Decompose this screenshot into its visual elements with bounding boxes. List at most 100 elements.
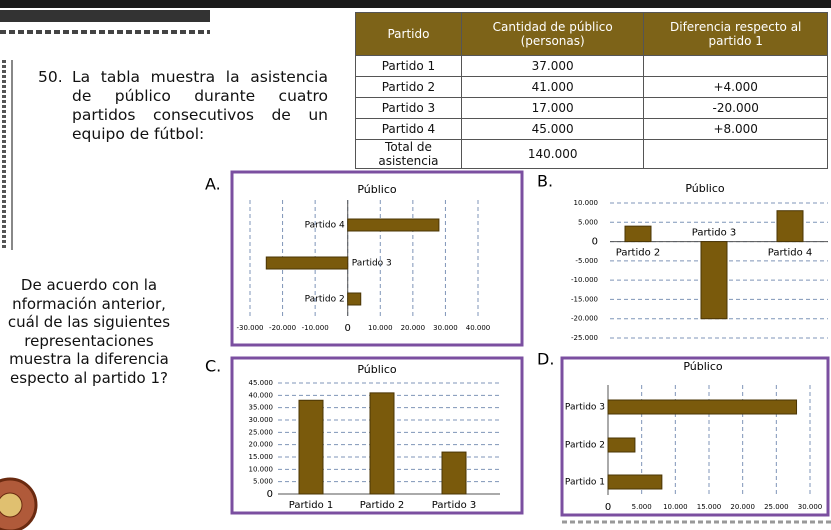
- table-body: Partido 1 37.000 Partido 2 41.000 +4.000 Part…: [355, 55, 828, 169]
- question-line: equipo de fútbol:: [72, 125, 205, 143]
- bar: [624, 225, 652, 243]
- x-tick-label: 25.000: [764, 503, 789, 511]
- table-row: Partido 4 45.000 +8.000: [355, 118, 828, 140]
- table-cell: 17.000: [460, 97, 645, 119]
- x-tick-label: 0: [605, 502, 611, 513]
- table-row: Total de asistencia 140.000: [355, 139, 828, 169]
- prompt-line: De acuerdo con la: [20, 276, 158, 294]
- header-cell: Cantidad de público (personas): [460, 12, 645, 56]
- decor-stripe: [0, 10, 210, 22]
- prompt-line: representaciones: [24, 331, 154, 350]
- top-band: [0, 0, 831, 8]
- chart-frame: [230, 356, 524, 515]
- bar: [700, 241, 728, 320]
- table-cell: Total de asistencia: [355, 139, 462, 169]
- table-row: Partido 1 37.000: [355, 55, 828, 77]
- chart-title: Público: [685, 182, 725, 195]
- table-cell: Partido 4: [355, 118, 462, 140]
- chart-title: Público: [357, 183, 397, 196]
- y-tick-label: 20.000: [249, 441, 274, 449]
- x-tick-label: 5.000: [632, 503, 652, 511]
- table-cell: Partido 1: [355, 55, 462, 77]
- chart-title: Público: [357, 363, 397, 376]
- category-label: Partido 1: [289, 500, 334, 511]
- prompt-line: especto al partido 1?: [10, 368, 168, 387]
- x-tick-label: 15.000: [697, 503, 722, 511]
- bar: [607, 399, 798, 415]
- chart-title: Público: [683, 360, 723, 373]
- category-label: Partido 4: [305, 221, 345, 231]
- prompt: De acuerdo con la nformación anterior, c…: [0, 276, 178, 387]
- y-tick-label: 0: [267, 489, 273, 500]
- y-tick-label: 0: [592, 237, 598, 248]
- category-label: Partido 3: [565, 403, 605, 413]
- header-cell: Partido: [355, 12, 462, 56]
- table-cell: [643, 55, 828, 77]
- table-cell: 41.000: [460, 76, 645, 98]
- table-cell: Partido 2: [355, 76, 462, 98]
- y-tick-label: 10.000: [574, 199, 599, 207]
- table-cell: 45.000: [460, 118, 645, 140]
- option-letter: D.: [537, 350, 554, 369]
- category-label: Partido 2: [616, 248, 661, 259]
- bar: [441, 451, 467, 495]
- header-cell: Diferencia respecto al partido 1: [643, 12, 828, 56]
- category-label: Partido 2: [565, 441, 605, 451]
- chart-frame: [560, 356, 830, 517]
- bar: [369, 392, 395, 495]
- y-tick-label: -25.000: [571, 334, 598, 342]
- x-tick-label: 0: [345, 323, 351, 334]
- table-cell: 37.000: [460, 55, 645, 77]
- option-letter: A.: [205, 175, 221, 194]
- x-tick-label: -20.000: [269, 324, 296, 332]
- table-cell: -20.000: [643, 97, 828, 119]
- table-cell: 140.000: [460, 139, 645, 169]
- y-tick-label: 10.000: [249, 465, 274, 473]
- bar: [347, 218, 440, 232]
- bar: [265, 256, 349, 270]
- table-cell: +8.000: [643, 118, 828, 140]
- y-tick-label: 45.000: [249, 379, 274, 387]
- category-label: Partido 1: [565, 478, 605, 488]
- option-letter: C.: [205, 357, 221, 376]
- question-line: de público durante cuatro: [72, 87, 328, 105]
- y-tick-label: -10.000: [571, 276, 598, 284]
- y-tick-label: 15.000: [249, 453, 274, 461]
- category-label: Partido 2: [305, 295, 345, 305]
- x-tick-label: 10.000: [368, 324, 393, 332]
- y-tick-label: -5.000: [575, 257, 598, 265]
- prompt-line: muestra la diferencia: [9, 350, 169, 368]
- bar: [347, 292, 362, 306]
- y-tick-label: 35.000: [249, 404, 274, 412]
- table-cell: [643, 139, 828, 169]
- question: 50. La tabla muestra la asistencia de pú…: [38, 68, 328, 144]
- bar: [776, 210, 804, 243]
- bar: [298, 399, 324, 495]
- y-tick-label: 5.000: [578, 218, 598, 226]
- table-row: Partido 2 41.000 +4.000: [355, 76, 828, 98]
- category-label: Partido 4: [768, 248, 813, 259]
- decor-medallion: [0, 492, 23, 518]
- x-tick-label: 10.000: [663, 503, 688, 511]
- category-label: Partido 2: [360, 500, 405, 511]
- x-tick-label: 20.000: [401, 324, 426, 332]
- y-tick-label: 30.000: [249, 416, 274, 424]
- x-tick-label: 30.000: [798, 503, 823, 511]
- x-tick-label: -10.000: [302, 324, 329, 332]
- bar: [607, 437, 636, 453]
- x-tick-label: 20.000: [730, 503, 755, 511]
- x-tick-label: -30.000: [236, 324, 263, 332]
- y-tick-label: 40.000: [249, 391, 274, 399]
- category-label: Partido 3: [692, 228, 737, 239]
- question-line: partidos consecutivos de un: [72, 106, 328, 124]
- attendance-table: Partido Cantidad de público (personas) Dif…: [355, 12, 828, 169]
- bar: [607, 474, 663, 490]
- table-cell: Partido 3: [355, 97, 462, 119]
- prompt-line: nformación anterior,: [12, 294, 166, 313]
- table-header: Partido Cantidad de público (personas) Dif…: [355, 12, 828, 56]
- question-number: 50.: [38, 68, 63, 86]
- option-letter: B.: [537, 172, 553, 191]
- category-label: Partido 3: [432, 500, 477, 511]
